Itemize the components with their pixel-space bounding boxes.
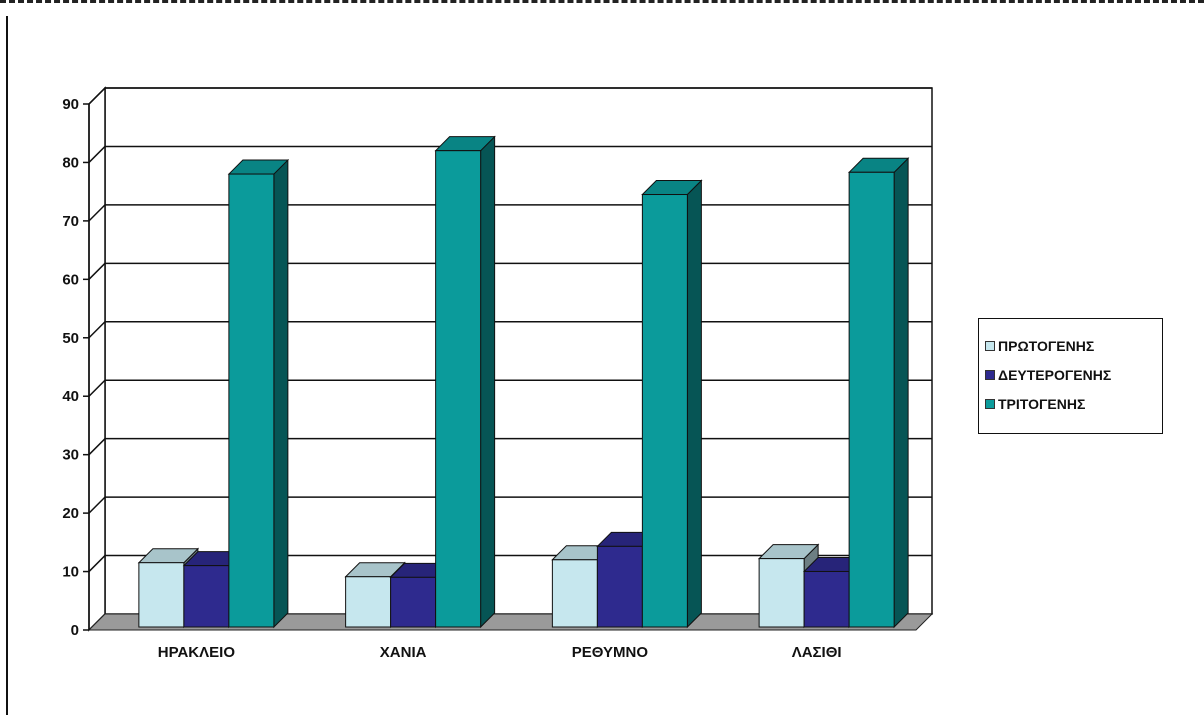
bar-front (848, 171, 895, 628)
bar-front (390, 576, 437, 628)
legend: ΠΡΩΤΟΓΕΝΗΣ ΔΕΥΤΕΡΟΓΕΝΗΣ ΤΡΙΤΟΓΕΝΗΣ (978, 318, 1163, 434)
bar-side (893, 157, 909, 629)
y-tick-label-10: 10 (62, 564, 79, 581)
legend-swatch-tertiary (985, 398, 995, 409)
legend-label-secondary: ΔΕΥΤΕΡΟΓΕΝΗΣ (998, 366, 1112, 383)
bar-3-2 (434, 135, 496, 629)
bar-front (551, 559, 598, 628)
gridline-side-80 (88, 145, 106, 163)
x-tick-label-3: ΡΕΘΥΜΝΟ (572, 644, 649, 661)
x-axis-labels: ΗΡΑΚΛΕΙΟ ΧΑΝΙΑ ΡΕΘΥΜΝΟ ΛΑΣΙΘΙ (158, 644, 842, 661)
bar-front (345, 576, 392, 628)
legend-swatch-primary (985, 340, 995, 351)
bars (137, 135, 910, 629)
bar-front (758, 558, 805, 628)
bar-front (183, 565, 230, 628)
legend-swatch-secondary (985, 369, 995, 380)
y-axis-ticks: 0 10 20 30 40 50 60 70 80 90 (62, 96, 90, 639)
legend-item-tertiary: ΤΡΙΤΟΓΕΝΗΣ (979, 389, 1162, 418)
bar-front (228, 173, 275, 628)
x-tick-label-4: ΛΑΣΙΘΙ (792, 644, 842, 661)
floor (87, 613, 934, 631)
bar-side (273, 158, 289, 629)
bar-3-3 (641, 179, 703, 629)
y-tick-label-50: 50 (62, 330, 79, 347)
gridline-side-60 (88, 262, 106, 280)
x-tick-label-1: ΗΡΑΚΛΕΙΟ (158, 644, 236, 661)
gridline-side-70 (88, 204, 106, 222)
y-tick-label-70: 70 (62, 213, 79, 230)
y-tick-label-40: 40 (62, 388, 79, 405)
bar-front (435, 150, 482, 628)
bar-front (803, 570, 850, 628)
bar-front (641, 194, 688, 628)
y-tick-label-90: 90 (62, 96, 79, 113)
bar-3-4 (847, 157, 910, 629)
gridline-side-10 (88, 555, 106, 573)
legend-item-primary: ΠΡΩΤΟΓΕΝΗΣ (979, 331, 1162, 360)
y-tick-label-30: 30 (62, 447, 79, 464)
bar-side (480, 135, 496, 629)
y-tick-label-20: 20 (62, 505, 79, 522)
legend-label-tertiary: ΤΡΙΤΟΓΕΝΗΣ (998, 395, 1086, 412)
frame-top-border (0, 0, 1204, 3)
bar-3-1 (227, 158, 290, 629)
y-tick-label-60: 60 (62, 271, 79, 288)
bar-front (138, 562, 185, 628)
legend-item-secondary: ΔΕΥΤΕΡΟΓΕΝΗΣ (979, 360, 1162, 389)
x-tick-label-2: ΧΑΝΙΑ (380, 644, 427, 661)
legend-label-primary: ΠΡΩΤΟΓΕΝΗΣ (998, 337, 1095, 354)
bar-side (686, 179, 702, 629)
y-tick-label-80: 80 (62, 154, 79, 171)
gridline-side-50 (88, 321, 106, 339)
bar-front (596, 545, 643, 628)
side-wall (88, 86, 106, 632)
frame-left-border (6, 16, 8, 715)
y-tick-label-0: 0 (71, 622, 79, 639)
gridline-side-40 (88, 379, 106, 397)
gridline-side-20 (88, 496, 106, 514)
gridline-side-30 (88, 438, 106, 456)
gridline-side-90 (88, 87, 106, 105)
